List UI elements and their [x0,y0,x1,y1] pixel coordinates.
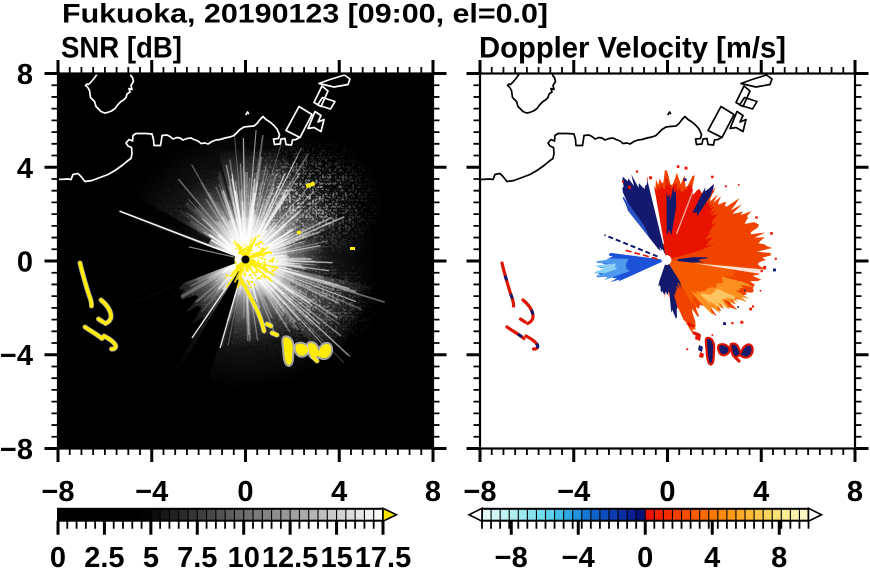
svg-text:0: 0 [237,476,253,508]
svg-text:2.5: 2.5 [84,542,124,570]
svg-text:8: 8 [771,542,787,570]
svg-text:4: 4 [331,476,347,508]
svg-text:15: 15 [320,542,352,570]
svg-text:8: 8 [17,59,33,91]
svg-text:−4: −4 [557,476,590,508]
svg-text:0: 0 [659,476,675,508]
svg-text:0: 0 [17,247,33,279]
svg-text:0: 0 [50,542,66,570]
svg-text:Doppler Velocity [m/s]: Doppler Velocity [m/s] [479,32,786,65]
svg-text:4: 4 [17,153,33,185]
svg-text:17.5: 17.5 [355,542,411,570]
svg-text:5: 5 [143,542,159,570]
svg-text:−8: −8 [495,542,528,570]
svg-text:−4: −4 [562,542,595,570]
svg-text:10: 10 [228,542,260,570]
svg-text:−8: −8 [463,476,496,508]
svg-text:12.5: 12.5 [262,542,318,570]
svg-text:0: 0 [637,542,653,570]
svg-text:4: 4 [704,542,720,570]
svg-text:−8: −8 [41,476,74,508]
svg-text:7.5: 7.5 [177,542,217,570]
svg-text:−4: −4 [135,476,168,508]
svg-text:4: 4 [753,476,769,508]
svg-text:−8: −8 [0,434,33,466]
svg-text:8: 8 [425,476,441,508]
svg-text:8: 8 [847,476,863,508]
svg-text:Fukuoka, 20190123 [09:00, el=0: Fukuoka, 20190123 [09:00, el=0.0] [62,0,548,29]
svg-text:−4: −4 [0,340,33,372]
svg-text:SNR [dB]: SNR [dB] [61,32,182,65]
